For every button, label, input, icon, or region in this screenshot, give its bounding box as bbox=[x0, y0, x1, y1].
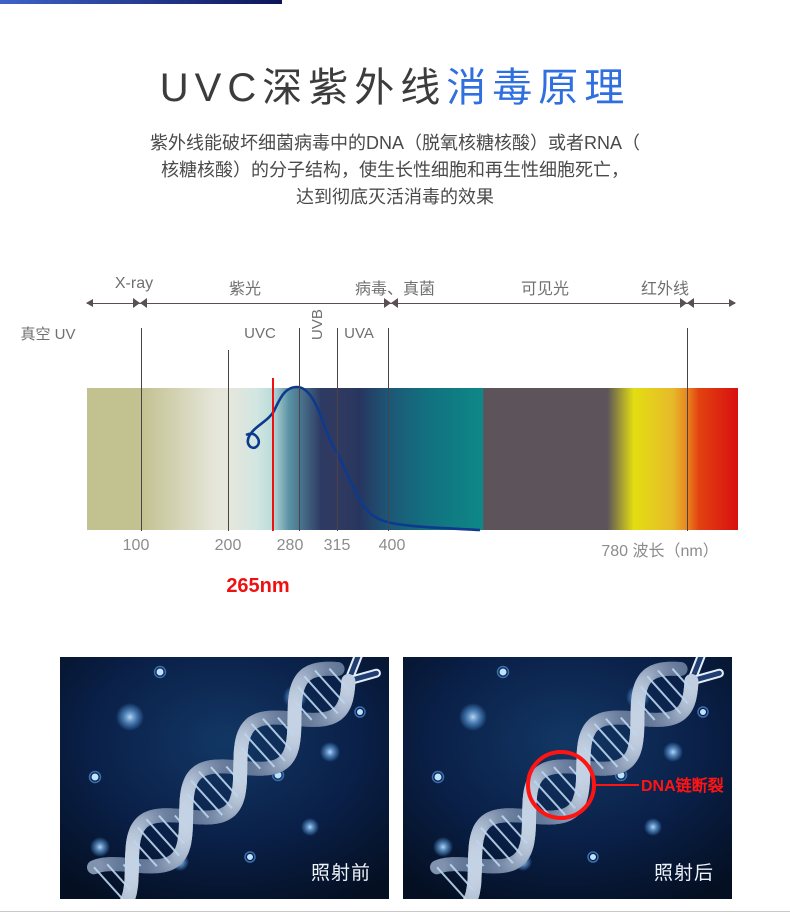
svg-text:DNA链断裂: DNA链断裂 bbox=[641, 776, 724, 795]
